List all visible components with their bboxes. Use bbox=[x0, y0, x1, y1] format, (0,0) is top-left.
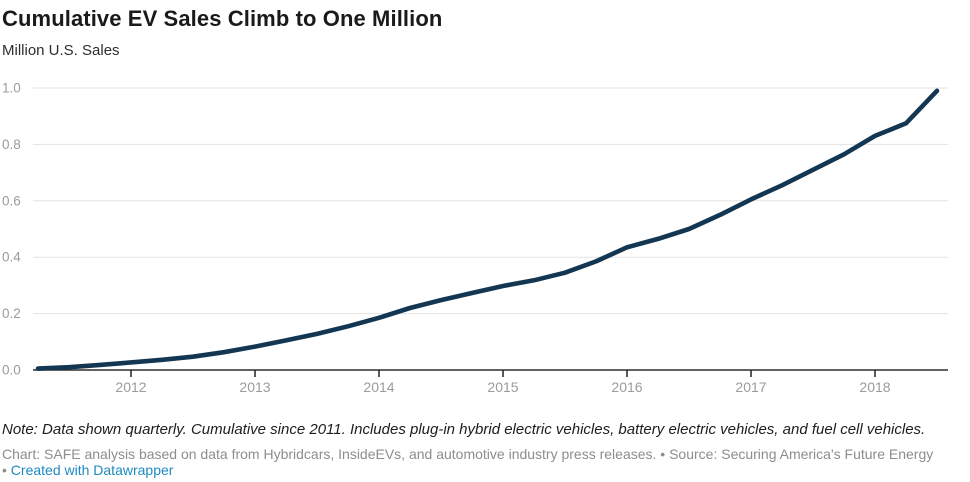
line-chart: 0.0 0.2 0.4 0.6 0.8 1.0 2012 2013 2014 2015 2016 20… bbox=[0, 60, 970, 395]
line-chart-svg: 0.0 0.2 0.4 0.6 0.8 1.0 2012 2013 2014 2015 2016 20… bbox=[2, 81, 948, 395]
y-tick-label: 0.6 bbox=[2, 193, 21, 208]
bullet: • bbox=[2, 462, 7, 478]
x-tick-label: 2014 bbox=[363, 379, 394, 395]
datawrapper-link[interactable]: Created with Datawrapper bbox=[10, 462, 174, 478]
y-tick-label: 0.0 bbox=[2, 363, 21, 378]
x-tick-label: 2018 bbox=[859, 379, 890, 395]
byline-source-text: Chart: SAFE analysis based on data from … bbox=[2, 446, 934, 462]
x-tick-label: 2017 bbox=[735, 379, 766, 395]
page-title: Cumulative EV Sales Climb to One Million bbox=[2, 6, 443, 31]
x-tick-label: 2012 bbox=[115, 379, 146, 395]
x-tick-label: 2015 bbox=[487, 379, 518, 395]
note-text: Note: Data shown quarterly. Cumulative s… bbox=[2, 421, 926, 438]
y-axis-unit-label: Million U.S. Sales bbox=[2, 42, 120, 59]
x-tick-label: 2016 bbox=[611, 379, 642, 395]
y-tick-label: 0.8 bbox=[2, 137, 21, 152]
y-tick-label: 0.2 bbox=[2, 306, 21, 321]
created-with-line: • Created with Datawrapper bbox=[2, 462, 173, 478]
ev-sales-line bbox=[35, 88, 940, 371]
x-tick-label: 2013 bbox=[239, 379, 270, 395]
y-tick-label: 1.0 bbox=[2, 81, 21, 96]
y-tick-label: 0.4 bbox=[2, 250, 21, 265]
